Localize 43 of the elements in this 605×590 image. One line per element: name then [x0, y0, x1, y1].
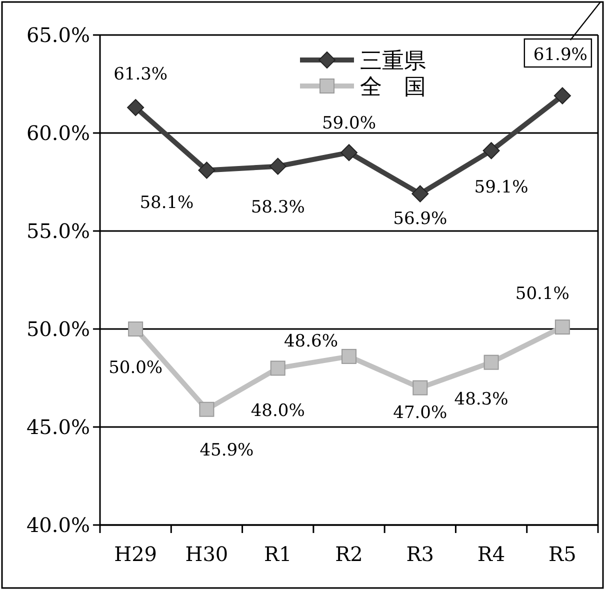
point — [128, 322, 144, 336]
point — [198, 162, 216, 179]
data-label: 58.3% — [250, 197, 305, 218]
data-label: 58.1% — [140, 193, 194, 214]
data-label: 50.1% — [515, 284, 570, 304]
point — [340, 144, 358, 162]
y-tick-label: 50.0% — [26, 317, 90, 341]
x-tick-label: H30 — [185, 542, 228, 566]
data-label: 48.0% — [250, 401, 305, 422]
x-tick-label: R2 — [335, 542, 363, 566]
x-tick-label: R3 — [406, 542, 434, 566]
y-tick-label: 60.0% — [26, 121, 90, 145]
point — [270, 360, 286, 376]
data-label: 47.0% — [393, 402, 448, 423]
data-label: 56.9% — [393, 208, 448, 229]
point — [127, 99, 144, 116]
data-label: 61.3% — [114, 64, 168, 85]
data-label: 61.9% — [533, 45, 588, 65]
legend-label: 全 国 — [360, 75, 426, 100]
y-tick-label: 55.0% — [26, 219, 90, 243]
data-label: 48.3% — [454, 389, 508, 410]
x-tick-label: R4 — [477, 542, 506, 566]
point — [484, 354, 499, 370]
data-label: 50.0% — [108, 358, 163, 378]
data-label: 59.0% — [322, 114, 376, 134]
y-tick-label: 45.0% — [26, 415, 90, 439]
data-label: 48.6% — [284, 331, 338, 352]
point — [554, 320, 570, 335]
data-label: 45.9% — [200, 440, 254, 460]
point — [412, 380, 428, 396]
point — [412, 185, 429, 202]
point — [342, 348, 356, 364]
point — [554, 87, 571, 104]
point — [269, 158, 286, 175]
y-tick-label: 40.0% — [26, 513, 90, 537]
point — [482, 142, 500, 160]
legend-label: 三重県 — [360, 49, 426, 74]
point — [199, 402, 214, 417]
x-tick-label: H29 — [114, 542, 158, 566]
data-label: 59.1% — [474, 178, 528, 198]
y-tick-label: 65.0% — [26, 23, 90, 47]
x-tick-label: R5 — [548, 542, 576, 566]
x-tick-label: R1 — [264, 542, 292, 566]
